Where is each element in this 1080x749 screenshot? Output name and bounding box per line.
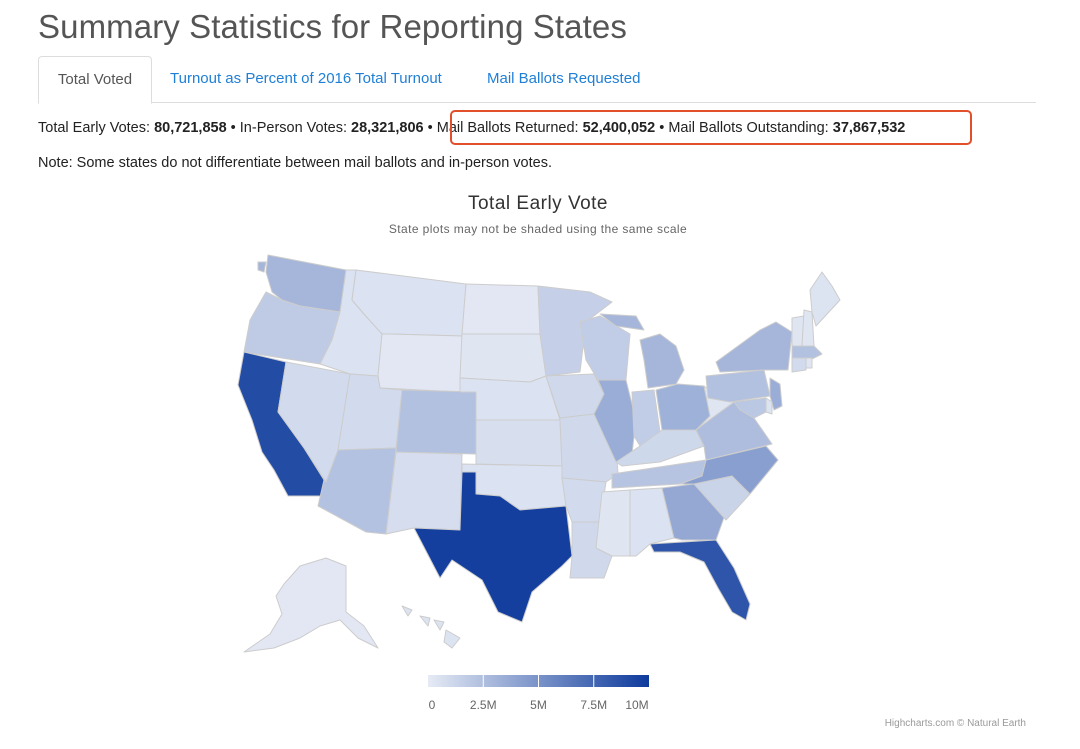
state-co[interactable] bbox=[395, 389, 477, 455]
state-oh[interactable] bbox=[655, 383, 711, 431]
state-mi[interactable] bbox=[599, 313, 685, 389]
state-nh[interactable] bbox=[801, 309, 815, 347]
color-axis-tick-label: 0 bbox=[429, 698, 436, 712]
chart-title: Total Early Vote bbox=[467, 193, 609, 214]
chart-subtitle: State plots may not be shaded using the … bbox=[388, 222, 688, 236]
state-ms[interactable] bbox=[595, 489, 631, 557]
mail-stats-highlight-box bbox=[450, 110, 972, 145]
state-mn[interactable] bbox=[537, 285, 613, 377]
state-ri[interactable] bbox=[805, 357, 813, 369]
in-person-label: In-Person Votes: bbox=[239, 120, 352, 136]
mail-returned-value: 52,400,052 bbox=[582, 120, 656, 136]
state-tx[interactable] bbox=[413, 471, 573, 623]
summary-stats: Total Early Votes: 80,721,858 • In-Perso… bbox=[38, 120, 905, 136]
mail-returned-label: Mail Ballots Returned: bbox=[436, 120, 583, 136]
page-title: Summary Statistics for Reporting States bbox=[38, 8, 627, 45]
color-axis-tick-label: 7.5M bbox=[580, 698, 607, 712]
tab-mail-ballots-requested[interactable]: Mail Ballots Requested bbox=[487, 70, 641, 87]
mail-outstanding-label: Mail Ballots Outstanding: bbox=[668, 120, 833, 136]
state-nc[interactable] bbox=[679, 445, 779, 495]
color-axis-tick-label: 2.5M bbox=[470, 698, 497, 712]
state-me[interactable] bbox=[809, 271, 841, 327]
state-ks[interactable] bbox=[475, 419, 563, 467]
tab-turnout-percent[interactable]: Turnout as Percent of 2016 Total Turnout bbox=[170, 70, 442, 87]
color-axis-tick-label: 10M bbox=[625, 698, 648, 712]
note-text: Note: Some states do not differentiate b… bbox=[38, 155, 552, 171]
state-ny[interactable] bbox=[715, 321, 793, 373]
separator: • bbox=[655, 120, 669, 136]
state-nj[interactable] bbox=[769, 377, 783, 411]
tab-bar: Total Voted Turnout as Percent of 2016 T… bbox=[38, 56, 1036, 104]
state-ct[interactable] bbox=[791, 357, 807, 373]
separator: • bbox=[423, 120, 437, 136]
state-ma[interactable] bbox=[791, 345, 823, 361]
state-fl[interactable] bbox=[649, 539, 751, 621]
tab-total-voted[interactable]: Total Voted bbox=[38, 56, 152, 104]
total-early-label: Total Early Votes: bbox=[38, 120, 155, 136]
state-md[interactable] bbox=[733, 397, 767, 419]
state-sd[interactable] bbox=[459, 333, 547, 383]
state-nd[interactable] bbox=[461, 283, 541, 335]
separator: • bbox=[226, 120, 240, 136]
state-wy[interactable] bbox=[377, 333, 463, 393]
in-person-value: 28,321,806 bbox=[351, 120, 424, 136]
color-axis-tick-label: 5M bbox=[530, 698, 547, 712]
credits[interactable]: Highcharts.com © Natural Earth bbox=[884, 718, 1026, 729]
state-ak[interactable] bbox=[243, 557, 379, 653]
color-axis-legend: 0 2.5M 5M 7.5M 10M bbox=[428, 675, 649, 712]
state-nm[interactable] bbox=[385, 451, 463, 535]
state-pa[interactable] bbox=[705, 369, 771, 403]
state-hi[interactable] bbox=[401, 605, 461, 649]
mail-outstanding-value: 37,867,532 bbox=[832, 120, 906, 136]
total-early-value: 80,721,858 bbox=[154, 120, 227, 136]
